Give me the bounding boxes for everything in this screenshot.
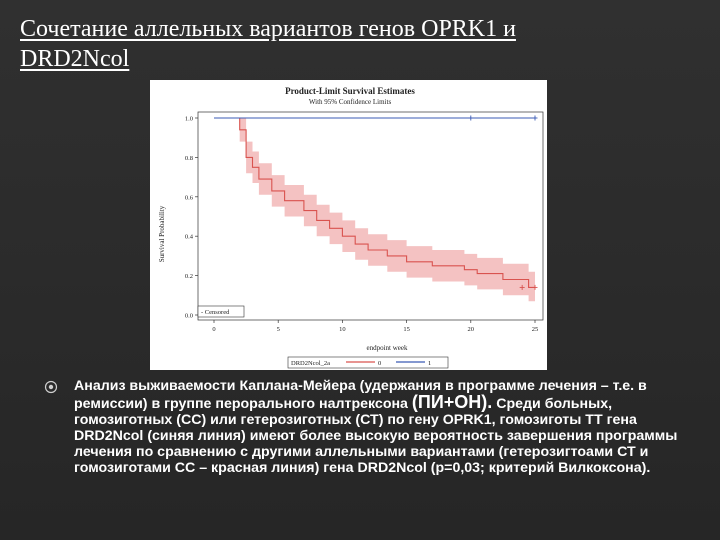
x-tick-label-4: 20	[468, 326, 475, 333]
survival-chart: Product-Limit Survival Estimates With 95…	[150, 80, 547, 370]
y-tick-label-2: 0.4	[185, 234, 194, 241]
x-tick-label-1: 5	[277, 326, 280, 333]
legend-group-label: DRD2Ncol_2a	[291, 360, 330, 367]
slide-title-line2: DRD2Ncol	[20, 46, 130, 72]
y-tick-label-5: 1.0	[185, 116, 193, 123]
body-text-group: (ПИ+ОН).	[411, 392, 493, 412]
chart-title: Product-Limit Survival Estimates	[285, 86, 415, 96]
chart-subtitle: With 95% Confidence Limits	[309, 98, 392, 106]
body-text: Анализ выживаемости Каплана-Мейера (удер…	[74, 378, 704, 476]
slide-title: Сочетание аллельных вариантов генов OPRK…	[20, 14, 700, 74]
series-0-confidence-band	[214, 118, 535, 302]
chart-svg: Product-Limit Survival Estimates With 95…	[158, 86, 544, 369]
x-tick-label-3: 15	[403, 326, 410, 333]
y-tick-label-4: 0.8	[185, 155, 193, 162]
x-tick-label-2: 10	[339, 326, 346, 333]
x-tick-label-5: 25	[532, 326, 539, 333]
series-1-censor-mark-1	[532, 115, 538, 121]
body-text-part1: Анализ выживаемости Каплана-Мейера (удер…	[74, 378, 647, 412]
legend-series-0-label: 0	[378, 360, 381, 367]
bullet-icon	[44, 380, 58, 394]
x-tick-label-0: 0	[212, 326, 215, 333]
y-axis-label: Survival Probability	[158, 205, 166, 262]
y-tick-label-3: 0.6	[185, 194, 194, 201]
legend-censored-box	[197, 305, 245, 318]
plot-frame	[197, 111, 544, 321]
legend-censored-label: - Censored	[201, 309, 230, 316]
series-0-line	[214, 117, 535, 288]
series-0-censor-mark-0	[519, 284, 525, 290]
slide-title-line1: Сочетание аллельных вариантов генов OPRK…	[20, 16, 516, 42]
y-tick-label-0: 0.0	[185, 313, 193, 320]
x-axis-label: endpoint week	[366, 344, 408, 352]
y-tick-label-1: 0.2	[185, 273, 193, 280]
series-1-censor-mark-0	[468, 115, 474, 121]
series-0-censor-mark-1	[532, 284, 538, 290]
legend-series-1-label: 1	[428, 360, 431, 367]
body-text-part3: Среди больных, гомозиготных (СС) или гет…	[74, 396, 678, 476]
